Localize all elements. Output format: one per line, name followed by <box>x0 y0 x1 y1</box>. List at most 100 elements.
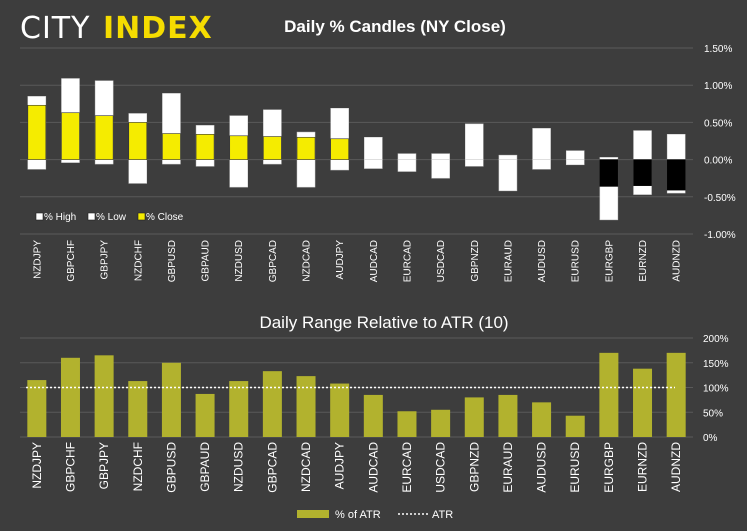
atr-bar <box>296 376 316 437</box>
close-bar <box>61 112 80 160</box>
x-category-label: NZDCAD <box>299 442 313 492</box>
close-bar <box>666 159 686 191</box>
atr-bar <box>94 355 114 437</box>
atr-bar <box>666 352 686 437</box>
atr-chart-title: Daily Range Relative to ATR (10) <box>259 313 508 332</box>
close-bar <box>599 159 619 187</box>
y-tick-label: 100% <box>703 384 729 395</box>
legend-swatch <box>87 212 96 221</box>
x-category-label: EURCAD <box>402 240 413 282</box>
atr-bar <box>397 411 417 437</box>
atr-bar <box>27 380 47 437</box>
atr-bar <box>532 402 552 437</box>
atr-bar <box>599 352 619 437</box>
x-category-label: NZDUSD <box>234 240 245 282</box>
x-category-label: NZDCHF <box>131 442 145 491</box>
x-category-label: NZDUSD <box>232 442 246 492</box>
low-bar <box>263 159 282 165</box>
high-bar <box>565 150 585 160</box>
x-category-label: GBPNZD <box>467 442 481 492</box>
x-category-label: AUDJPY <box>335 240 346 280</box>
legend-swatch <box>35 212 44 221</box>
atr-bar <box>128 381 148 437</box>
y-tick-label: 1.00% <box>704 81 732 92</box>
close-bar <box>633 159 652 186</box>
brand-logo: CITY INDEX <box>20 11 213 46</box>
high-bar <box>498 154 518 160</box>
low-bar <box>61 159 80 163</box>
high-bar <box>633 130 652 160</box>
atr-bar <box>161 362 181 437</box>
x-category-label: EURGBP <box>602 442 616 493</box>
y-tick-label: -0.50% <box>704 193 736 204</box>
x-category-label: EURNZD <box>638 240 649 282</box>
x-category-label: GBPUSD <box>167 240 178 282</box>
atr-bar <box>565 415 585 437</box>
close-bar <box>330 138 349 160</box>
x-category-label: AUDCAD <box>369 240 380 282</box>
y-tick-label: 0.50% <box>704 118 732 129</box>
y-tick-label: 0% <box>703 433 718 444</box>
brand-part2: INDEX <box>103 11 213 46</box>
low-bar <box>296 159 316 188</box>
x-category-label: GBPCHF <box>66 240 77 282</box>
atr-bar <box>60 357 80 437</box>
high-bar <box>465 123 484 160</box>
low-bar <box>195 159 215 167</box>
high-bar <box>431 153 450 160</box>
atr-bar <box>195 393 215 437</box>
low-bar <box>94 159 114 165</box>
legend-label: % of ATR <box>335 509 381 521</box>
y-tick-label: -1.00% <box>704 230 736 241</box>
low-bar <box>330 159 349 171</box>
low-bar <box>27 159 47 170</box>
close-bar <box>94 115 114 160</box>
x-category-label: EURUSD <box>571 240 582 282</box>
high-bar <box>599 157 619 160</box>
x-category-label: GBPAUD <box>201 240 212 282</box>
atr-bar <box>431 409 451 437</box>
legend-swatch <box>137 212 146 221</box>
atr-bar <box>363 394 383 437</box>
x-category-label: USDCAD <box>436 240 447 282</box>
close-bar <box>162 133 181 160</box>
legend-label: % Close <box>146 212 184 223</box>
x-category-label: AUDUSD <box>537 240 548 282</box>
y-tick-label: 1.50% <box>704 44 732 55</box>
x-category-label: EURUSD <box>568 442 582 493</box>
atr-bar <box>229 381 249 437</box>
legend-label: % Low <box>96 212 127 223</box>
close-bar <box>296 136 316 160</box>
x-category-label: NZDCHF <box>133 240 144 281</box>
x-category-label: GBPUSD <box>164 442 178 493</box>
low-bar <box>565 159 585 166</box>
close-bar <box>27 104 47 160</box>
low-bar <box>128 159 148 184</box>
low-bar <box>532 159 551 170</box>
x-category-label: GBPCHF <box>63 442 77 492</box>
low-bar <box>498 159 518 192</box>
x-category-label: NZDCAD <box>302 240 313 282</box>
x-category-label: EURAUD <box>503 240 514 282</box>
x-category-label: AUDNZD <box>669 442 683 492</box>
atr-bar <box>498 394 518 437</box>
x-category-label: USDCAD <box>434 442 448 493</box>
atr-bar <box>633 368 653 437</box>
high-bar <box>666 134 686 160</box>
low-bar <box>465 159 484 167</box>
x-category-label: GBPCAD <box>268 240 279 282</box>
x-category-label: EURAUD <box>501 442 515 493</box>
x-category-label: EURCAD <box>400 442 414 493</box>
low-bar <box>229 159 248 188</box>
candles-chart-title: Daily % Candles (NY Close) <box>284 17 506 36</box>
high-bar <box>364 137 383 160</box>
legend-label: ATR <box>432 509 453 521</box>
x-category-label: EURGBP <box>604 240 615 283</box>
y-tick-label: 50% <box>703 408 723 419</box>
atr-bar <box>464 397 484 437</box>
y-tick-label: 0.00% <box>704 156 732 167</box>
low-bar <box>431 159 450 179</box>
high-bar <box>532 128 551 160</box>
